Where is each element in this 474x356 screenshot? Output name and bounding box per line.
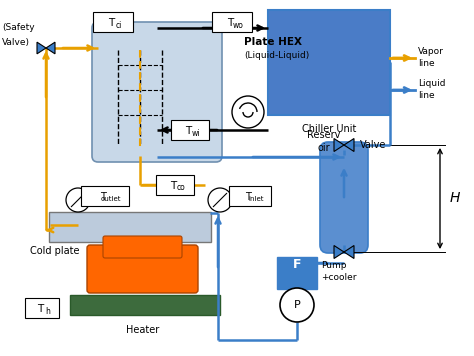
Text: co: co — [177, 183, 185, 193]
Text: inlet: inlet — [248, 196, 264, 202]
Text: wi: wi — [192, 129, 200, 137]
FancyBboxPatch shape — [87, 245, 198, 293]
FancyBboxPatch shape — [229, 186, 271, 206]
FancyBboxPatch shape — [171, 120, 209, 140]
FancyBboxPatch shape — [49, 212, 211, 242]
Polygon shape — [37, 42, 46, 54]
FancyBboxPatch shape — [93, 12, 133, 32]
Text: F: F — [293, 258, 301, 272]
Text: Valve: Valve — [360, 140, 386, 150]
FancyBboxPatch shape — [92, 22, 222, 162]
FancyBboxPatch shape — [212, 12, 252, 32]
Text: H: H — [450, 191, 460, 205]
Circle shape — [208, 188, 232, 212]
Text: Pump: Pump — [321, 261, 346, 269]
Text: (Liquid-Liquid): (Liquid-Liquid) — [244, 52, 309, 61]
Text: Plate HEX: Plate HEX — [244, 37, 302, 47]
Text: T: T — [227, 18, 233, 28]
Text: ci: ci — [116, 21, 122, 30]
Text: outlet: outlet — [101, 196, 121, 202]
Text: Heater: Heater — [127, 325, 160, 335]
FancyBboxPatch shape — [103, 236, 182, 258]
Text: Chiller Unit: Chiller Unit — [302, 124, 356, 134]
FancyBboxPatch shape — [320, 142, 368, 253]
Circle shape — [280, 288, 314, 322]
Polygon shape — [344, 246, 354, 258]
FancyBboxPatch shape — [156, 175, 194, 195]
Text: T: T — [170, 181, 176, 191]
FancyBboxPatch shape — [277, 257, 317, 289]
Text: line: line — [418, 59, 435, 68]
Text: +cooler: +cooler — [321, 273, 356, 283]
Text: wo: wo — [233, 21, 244, 30]
Text: Cold plate: Cold plate — [30, 246, 80, 256]
Text: line: line — [418, 91, 435, 100]
Polygon shape — [334, 138, 344, 152]
Text: h: h — [46, 307, 50, 315]
Text: (Safety: (Safety — [2, 23, 35, 32]
FancyBboxPatch shape — [268, 10, 390, 115]
Text: Reserv: Reserv — [307, 130, 341, 140]
FancyBboxPatch shape — [70, 295, 220, 315]
Text: T: T — [245, 192, 251, 202]
Text: T: T — [37, 304, 43, 314]
Text: T: T — [185, 126, 191, 136]
FancyBboxPatch shape — [25, 298, 59, 318]
Circle shape — [232, 96, 264, 128]
Text: P: P — [293, 300, 301, 310]
Polygon shape — [46, 42, 55, 54]
Text: Liquid: Liquid — [418, 79, 446, 89]
Text: T: T — [108, 18, 114, 28]
Text: Valve): Valve) — [2, 37, 30, 47]
Polygon shape — [334, 246, 344, 258]
Text: Vapor: Vapor — [418, 47, 444, 57]
Text: T: T — [100, 192, 106, 202]
Circle shape — [66, 188, 90, 212]
Text: oir: oir — [318, 143, 330, 153]
Polygon shape — [344, 138, 354, 152]
FancyBboxPatch shape — [81, 186, 129, 206]
